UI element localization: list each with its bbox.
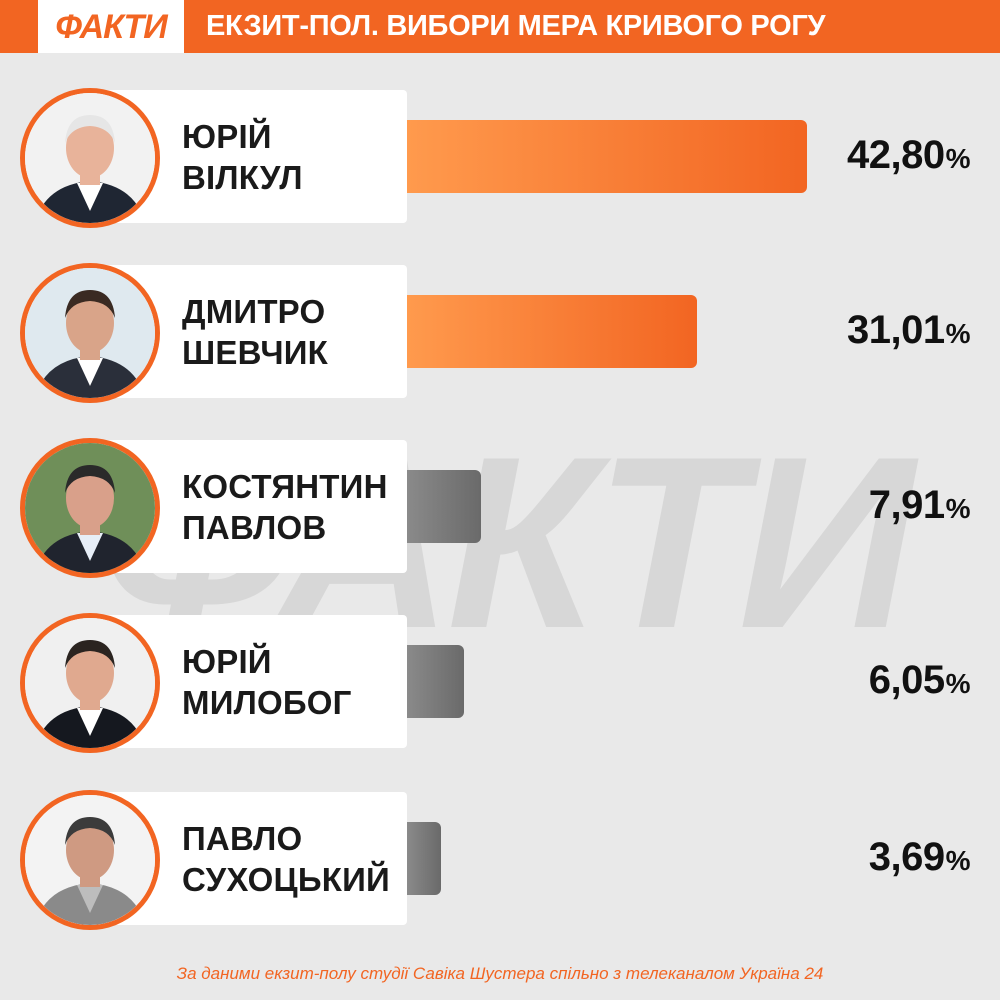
header-bar: ФАКТИ ЕКЗИТ-ПОЛ. ВИБОРИ МЕРА КРИВОГО РОГ… bbox=[0, 0, 1000, 53]
portrait-graphic bbox=[25, 268, 155, 398]
candidate-last-name: ШЕВЧИК bbox=[182, 333, 328, 371]
candidate-name: ДМИТРО ШЕВЧИК bbox=[182, 265, 328, 398]
candidate-row: ПАВЛО СУХОЦЬКИЙ 3,69% bbox=[0, 790, 1000, 930]
candidate-first-name: ЮРІЙ bbox=[182, 642, 272, 680]
result-bar bbox=[407, 822, 441, 895]
percent-sign: % bbox=[945, 668, 971, 699]
candidate-name: ЮРІЙ ВІЛКУЛ bbox=[182, 90, 303, 223]
result-bar bbox=[407, 645, 464, 718]
candidate-first-name: ДМИТРО bbox=[182, 292, 326, 330]
result-value-label: 31,01% bbox=[846, 308, 971, 353]
percent-sign: % bbox=[945, 845, 971, 876]
portrait-graphic bbox=[25, 795, 155, 925]
candidate-name: ЮРІЙ МИЛОБОГ bbox=[182, 615, 352, 748]
candidate-photo bbox=[20, 88, 160, 228]
result-value-label: 7,91% bbox=[868, 483, 971, 528]
candidate-row: ЮРІЙ МИЛОБОГ 6,05% bbox=[0, 613, 1000, 753]
candidate-row: ЮРІЙ ВІЛКУЛ 42,80% bbox=[0, 88, 1000, 228]
result-value-label: 42,80% bbox=[846, 133, 971, 178]
candidate-last-name: МИЛОБОГ bbox=[182, 683, 352, 721]
result-bar bbox=[407, 470, 481, 543]
page-title: ЕКЗИТ-ПОЛ. ВИБОРИ МЕРА КРИВОГО РОГУ bbox=[206, 10, 826, 42]
candidate-photo bbox=[20, 613, 160, 753]
result-bar bbox=[407, 295, 697, 368]
candidate-photo bbox=[20, 438, 160, 578]
percent-sign: % bbox=[945, 493, 971, 524]
candidate-row: КОСТЯНТИН ПАВЛОВ 7,91% bbox=[0, 438, 1000, 578]
candidate-first-name: КОСТЯНТИН bbox=[182, 467, 388, 505]
candidate-name: ПАВЛО СУХОЦЬКИЙ bbox=[182, 792, 390, 925]
result-value-number: 6,05 bbox=[868, 658, 945, 702]
percent-sign: % bbox=[945, 143, 971, 174]
candidate-name: КОСТЯНТИН ПАВЛОВ bbox=[182, 440, 388, 573]
result-value-number: 7,91 bbox=[868, 483, 945, 527]
portrait-graphic bbox=[25, 618, 155, 748]
result-value-number: 31,01 bbox=[846, 308, 945, 352]
result-value-number: 3,69 bbox=[868, 835, 945, 879]
portrait-graphic bbox=[25, 93, 155, 223]
source-footnote: За даними екзит-полу студії Савіка Шусте… bbox=[176, 964, 824, 983]
result-value-label: 6,05% bbox=[868, 658, 971, 703]
result-value-number: 42,80 bbox=[846, 133, 945, 177]
brand-logo: ФАКТИ bbox=[38, 0, 184, 53]
candidate-photo bbox=[20, 263, 160, 403]
candidate-row: ДМИТРО ШЕВЧИК 31,01% bbox=[0, 263, 1000, 403]
portrait-graphic bbox=[25, 443, 155, 573]
result-bar bbox=[407, 120, 807, 193]
candidate-last-name: СУХОЦЬКИЙ bbox=[182, 860, 390, 898]
brand-logo-text: ФАКТИ bbox=[55, 7, 167, 46]
percent-sign: % bbox=[945, 318, 971, 349]
candidate-last-name: ПАВЛОВ bbox=[182, 508, 327, 546]
candidate-first-name: ПАВЛО bbox=[182, 819, 303, 857]
candidate-first-name: ЮРІЙ bbox=[182, 117, 272, 155]
result-value-label: 3,69% bbox=[868, 835, 971, 880]
candidate-last-name: ВІЛКУЛ bbox=[182, 158, 303, 196]
candidate-photo bbox=[20, 790, 160, 930]
